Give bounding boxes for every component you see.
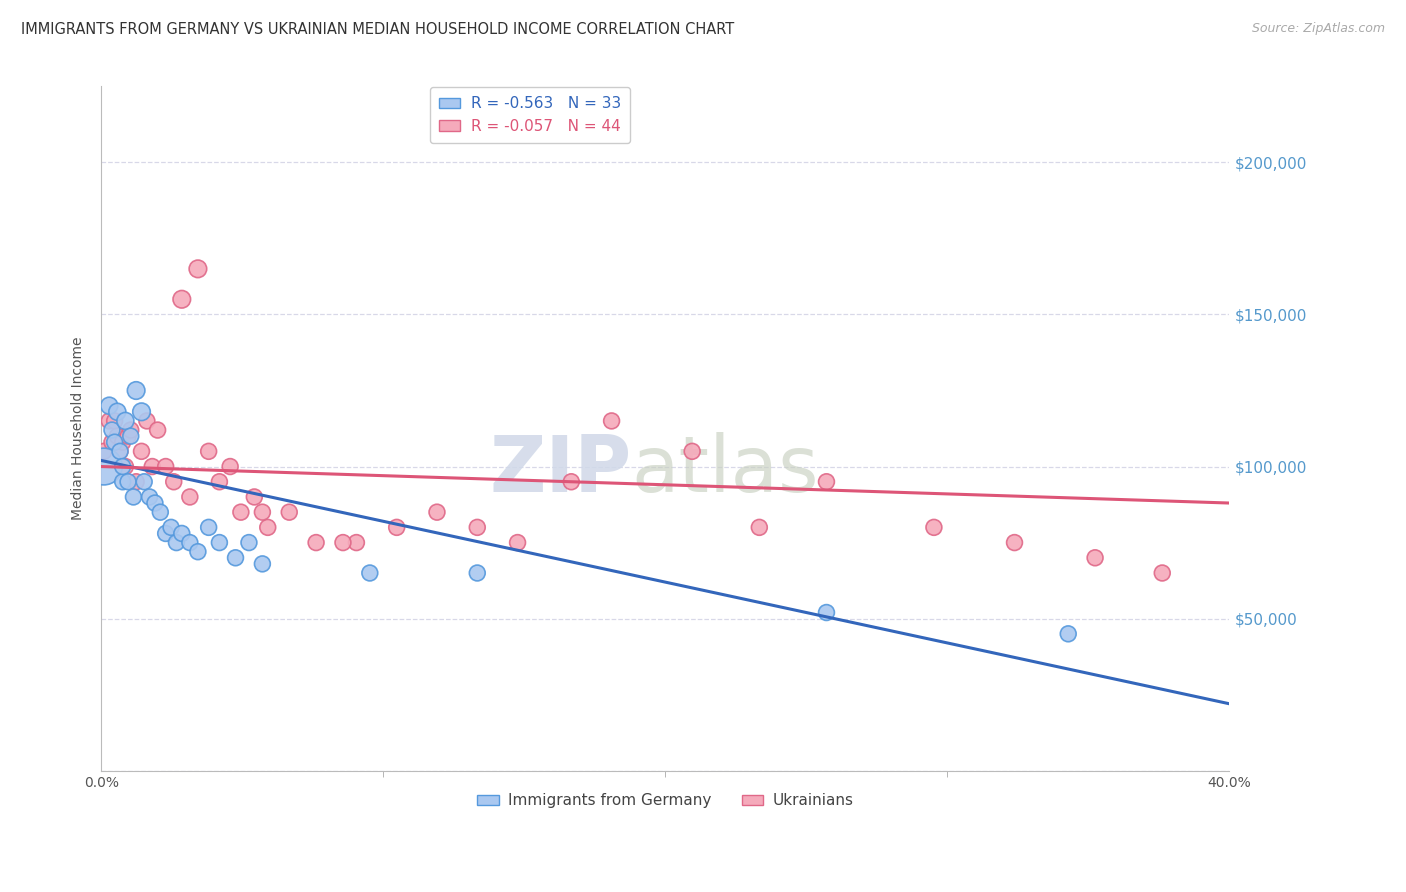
Point bbox=[252, 557, 274, 571]
Y-axis label: Median Household Income: Median Household Income bbox=[72, 337, 86, 520]
Point bbox=[125, 384, 148, 398]
Point bbox=[111, 475, 134, 489]
Point bbox=[681, 444, 703, 458]
Point bbox=[98, 414, 121, 428]
Point bbox=[197, 444, 219, 458]
Point bbox=[108, 444, 131, 458]
Point bbox=[305, 535, 328, 549]
Point bbox=[922, 520, 945, 534]
Point bbox=[238, 535, 260, 549]
Point bbox=[187, 544, 209, 558]
Point bbox=[141, 459, 163, 474]
Point bbox=[208, 475, 231, 489]
Point bbox=[506, 535, 529, 549]
Point bbox=[560, 475, 582, 489]
Legend: Immigrants from Germany, Ukrainians: Immigrants from Germany, Ukrainians bbox=[471, 787, 859, 814]
Point bbox=[748, 520, 770, 534]
Point bbox=[426, 505, 449, 519]
Point bbox=[197, 520, 219, 534]
Point bbox=[120, 429, 142, 443]
Point bbox=[108, 444, 131, 458]
Point bbox=[256, 520, 278, 534]
Point bbox=[1084, 550, 1107, 565]
Point bbox=[208, 535, 231, 549]
Point bbox=[125, 475, 148, 489]
Point bbox=[465, 566, 488, 580]
Point bbox=[101, 423, 124, 437]
Point bbox=[138, 490, 160, 504]
Point bbox=[101, 435, 124, 450]
Point bbox=[105, 429, 128, 443]
Point bbox=[225, 550, 247, 565]
Point bbox=[219, 459, 242, 474]
Point bbox=[187, 261, 209, 276]
Point bbox=[111, 459, 134, 474]
Point bbox=[98, 399, 121, 413]
Point bbox=[155, 459, 177, 474]
Point bbox=[93, 459, 115, 474]
Point bbox=[163, 475, 186, 489]
Point bbox=[104, 414, 127, 428]
Point bbox=[252, 505, 274, 519]
Point bbox=[332, 535, 354, 549]
Point bbox=[815, 606, 838, 620]
Point bbox=[344, 535, 367, 549]
Point bbox=[143, 496, 166, 510]
Point bbox=[170, 292, 193, 306]
Point bbox=[179, 490, 201, 504]
Point bbox=[105, 405, 128, 419]
Point bbox=[93, 444, 115, 458]
Point bbox=[131, 405, 153, 419]
Point bbox=[179, 535, 201, 549]
Point bbox=[160, 520, 183, 534]
Point bbox=[104, 435, 127, 450]
Text: Source: ZipAtlas.com: Source: ZipAtlas.com bbox=[1251, 22, 1385, 36]
Point bbox=[600, 414, 623, 428]
Point bbox=[243, 490, 266, 504]
Point bbox=[114, 459, 136, 474]
Point bbox=[131, 444, 153, 458]
Point bbox=[278, 505, 301, 519]
Point bbox=[165, 535, 187, 549]
Point bbox=[465, 520, 488, 534]
Text: IMMIGRANTS FROM GERMANY VS UKRAINIAN MEDIAN HOUSEHOLD INCOME CORRELATION CHART: IMMIGRANTS FROM GERMANY VS UKRAINIAN MED… bbox=[21, 22, 734, 37]
Point bbox=[1152, 566, 1174, 580]
Point bbox=[111, 435, 134, 450]
Point bbox=[815, 475, 838, 489]
Text: ZIP: ZIP bbox=[489, 432, 631, 508]
Point bbox=[1057, 627, 1080, 641]
Point bbox=[1004, 535, 1026, 549]
Point bbox=[135, 414, 157, 428]
Point bbox=[359, 566, 381, 580]
Point bbox=[117, 475, 139, 489]
Point bbox=[114, 414, 136, 428]
Point bbox=[149, 505, 172, 519]
Point bbox=[120, 423, 142, 437]
Point bbox=[229, 505, 252, 519]
Point bbox=[155, 526, 177, 541]
Point bbox=[385, 520, 408, 534]
Point bbox=[134, 475, 156, 489]
Point bbox=[117, 429, 139, 443]
Point bbox=[146, 423, 169, 437]
Point bbox=[170, 526, 193, 541]
Text: atlas: atlas bbox=[631, 432, 818, 508]
Point bbox=[122, 490, 145, 504]
